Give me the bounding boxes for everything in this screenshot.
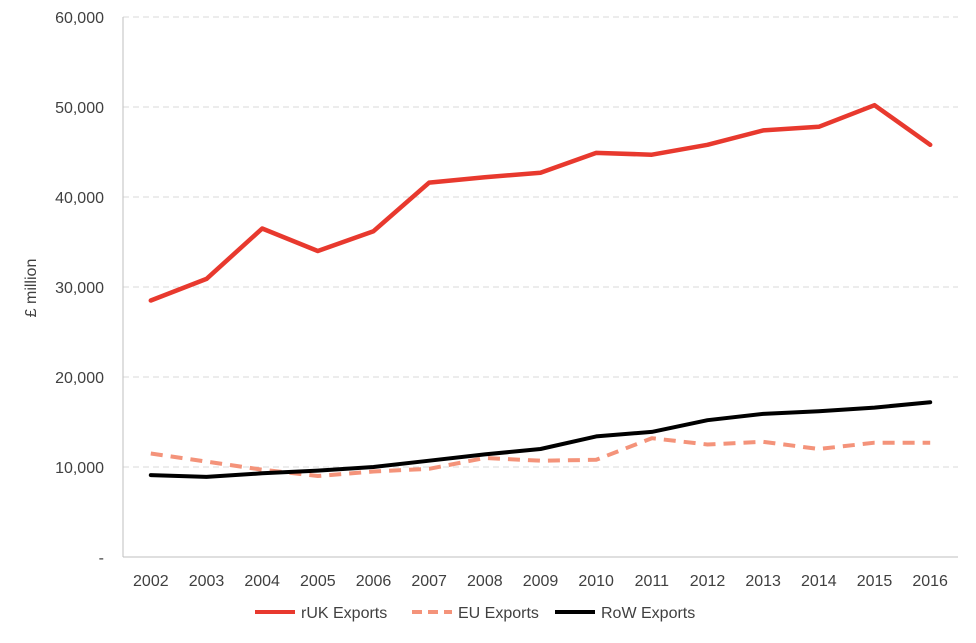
y-tick-label: - — [99, 550, 104, 567]
x-tick-label: 2006 — [356, 573, 392, 590]
series-lines — [148, 102, 933, 479]
x-tick-label: 2011 — [635, 573, 670, 590]
x-tick-label: 2005 — [300, 573, 336, 590]
y-tick-label: 10,000 — [55, 460, 104, 477]
y-tick-label: 40,000 — [55, 190, 104, 207]
x-tick-label: 2015 — [857, 573, 893, 590]
x-tick-label: 2012 — [690, 573, 726, 590]
y-axis-title: £ million — [23, 259, 40, 318]
legend-label: rUK Exports — [301, 605, 387, 622]
x-tick-label: 2013 — [745, 573, 781, 590]
y-tick-label: 60,000 — [55, 10, 104, 27]
legend-label: EU Exports — [458, 605, 539, 622]
legend-label: RoW Exports — [601, 605, 695, 622]
x-tick-label: 2010 — [578, 573, 614, 590]
y-axis-ticks: - 10,000 20,000 30,000 40,000 50,000 60,000 — [55, 10, 104, 567]
series-line-row-exports — [148, 400, 933, 479]
x-tick-label: 2014 — [801, 573, 837, 590]
x-tick-label: 2002 — [133, 573, 169, 590]
y-tick-label: 20,000 — [55, 370, 104, 387]
series-line-eu-exports — [150, 436, 931, 478]
y-tick-label: 50,000 — [55, 100, 104, 117]
y-tick-label: 30,000 — [55, 280, 104, 297]
series-line-ruk-exports — [148, 102, 933, 303]
legend: rUK Exports EU Exports RoW Exports — [255, 605, 695, 622]
x-tick-label: 2016 — [912, 573, 948, 590]
gridlines — [123, 16, 958, 468]
x-axis-ticks: 2002 2003 2004 2005 2006 2007 2008 2009 2010 2011… — [133, 573, 948, 590]
x-tick-label: 2007 — [411, 573, 447, 590]
x-tick-label: 2003 — [189, 573, 225, 590]
x-tick-label: 2004 — [244, 573, 280, 590]
x-tick-label: 2009 — [523, 573, 559, 590]
x-tick-label: 2008 — [467, 573, 503, 590]
